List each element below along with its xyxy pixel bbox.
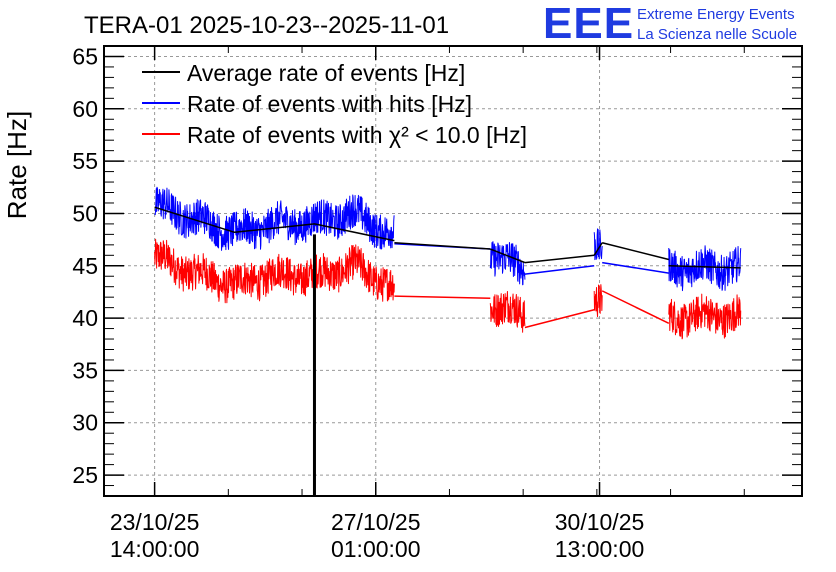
series-segment xyxy=(668,265,741,269)
chart-title: TERA-01 2025-10-23--2025-11-01 xyxy=(84,12,449,39)
eee-logo: EEE Extreme Energy Events La Scienza nel… xyxy=(543,0,797,48)
series-segment xyxy=(593,242,603,256)
series-connector xyxy=(602,261,669,274)
series-segment xyxy=(489,290,526,333)
series-segment xyxy=(593,228,603,261)
x-tick-date-label: 27/10/25 xyxy=(331,509,421,535)
plot-frame xyxy=(103,45,803,497)
y-tick-label: 50 xyxy=(72,200,98,226)
series-1 xyxy=(154,186,742,292)
y-tick-label: 45 xyxy=(72,253,98,279)
series-segment xyxy=(490,248,526,264)
x-tick-date-label: 30/10/25 xyxy=(555,509,645,535)
series-connector xyxy=(524,308,595,329)
x-tick-time-label: 13:00:00 xyxy=(555,536,645,562)
legend: Average rate of events [Hz] Rate of event… xyxy=(142,60,527,148)
series-segment xyxy=(668,293,742,340)
y-tick-label: 30 xyxy=(72,410,98,436)
series-2 xyxy=(154,238,742,340)
legend-entry: Rate of events with hits [Hz] xyxy=(187,91,472,117)
series-segment xyxy=(154,206,395,242)
y-tick-label: 40 xyxy=(72,305,98,331)
x-tick-time-label: 01:00:00 xyxy=(331,536,421,562)
series-layer xyxy=(154,186,742,496)
y-tick-label: 60 xyxy=(72,96,98,122)
series-connector xyxy=(524,254,595,264)
series-connector xyxy=(601,290,670,324)
series-segment xyxy=(668,245,742,292)
y-tick-label: 35 xyxy=(72,357,98,383)
eee-logo-mark: EEE xyxy=(543,0,634,48)
series-connector xyxy=(602,242,669,261)
x-tick-date-label: 23/10/25 xyxy=(110,509,200,535)
legend-entry: Rate of events with χ² < 10.0 [Hz] xyxy=(187,122,527,148)
series-connector xyxy=(394,295,491,299)
eee-logo-line1: Extreme Energy Events xyxy=(637,6,795,23)
y-tick-label: 55 xyxy=(72,148,98,174)
series-segment xyxy=(489,241,526,286)
series-connector xyxy=(394,241,491,250)
x-tick-time-label: 14:00:00 xyxy=(110,536,200,562)
y-axis-label: Rate [Hz] xyxy=(2,111,32,219)
grid xyxy=(104,46,802,496)
series-segment xyxy=(593,284,603,318)
series-0 xyxy=(154,206,741,496)
eee-logo-line2: La Scienza nelle Scuole xyxy=(637,26,797,43)
y-tick-label: 65 xyxy=(72,43,98,69)
y-tick-label: 25 xyxy=(72,462,98,488)
series-segment xyxy=(154,238,395,304)
series-connector xyxy=(524,265,595,275)
legend-entry: Average rate of events [Hz] xyxy=(187,60,465,86)
series-segment xyxy=(154,186,395,251)
